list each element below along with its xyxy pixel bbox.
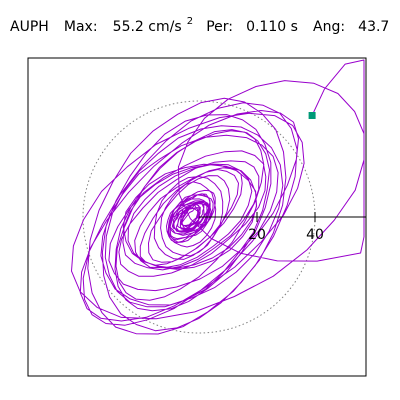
x-axis-tick-label: 40 (306, 227, 324, 243)
angle-value: 43.7 (358, 19, 389, 35)
orbit-end-marker (308, 112, 316, 119)
plot-header: AUPH Max: 55.2 cm/s 2 Per: 0.110 s Ang: … (10, 9, 389, 35)
station-code: AUPH (10, 19, 49, 35)
max-value: 55.2 cm/s (113, 19, 182, 35)
max-label: Max: (64, 19, 98, 35)
max-unit-exponent: 2 (187, 16, 193, 27)
period-value: 0.110 s (246, 19, 298, 35)
period-label: Per: (206, 19, 233, 35)
x-axis-tick-label: 20 (248, 227, 266, 243)
angle-label: Ang: (313, 19, 345, 35)
x-axis-ticks: 20 40 (248, 212, 324, 243)
orbit-trace (71, 59, 365, 335)
